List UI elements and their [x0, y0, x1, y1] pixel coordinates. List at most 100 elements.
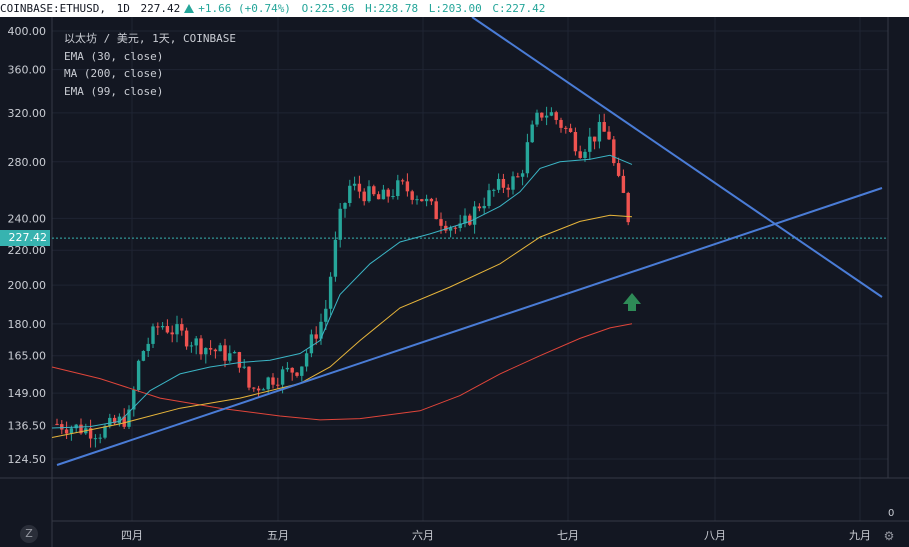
candle-body — [285, 367, 290, 370]
legend-indicator[interactable]: MA (200, close) — [64, 67, 164, 80]
candle-body — [64, 429, 69, 434]
candle-body — [175, 324, 179, 335]
candle-body — [549, 112, 554, 116]
candle-body — [511, 176, 515, 190]
candle-body — [117, 416, 122, 424]
candle-body — [290, 367, 294, 373]
candle-body — [424, 198, 429, 202]
candle-body — [160, 326, 165, 328]
candle-body — [276, 384, 280, 386]
candle-body — [314, 334, 318, 339]
support-trendline[interactable] — [56, 187, 883, 466]
candle-body — [626, 192, 630, 223]
candle-body — [122, 416, 126, 427]
ema99-line — [51, 214, 633, 438]
x-tick-label: 九月 — [849, 529, 871, 542]
candle-body — [208, 348, 213, 350]
price-chart[interactable]: 400.00 360.00 320.00 280.00 240.00 220.00 200.… — [0, 17, 909, 547]
candle-body — [583, 151, 587, 158]
candle-body — [69, 428, 74, 434]
price-change: +1.66 (+0.74%) — [198, 2, 291, 15]
candle-body — [367, 186, 371, 202]
legend-indicator[interactable]: EMA (99, close) — [64, 84, 164, 98]
candles — [55, 106, 630, 448]
candle-body — [597, 122, 602, 142]
candle-body — [482, 205, 486, 209]
candle-body — [343, 202, 347, 209]
candle-body — [280, 369, 285, 385]
candle-body — [420, 199, 424, 202]
candle-body — [396, 180, 400, 197]
x-tick-label: 八月 — [704, 529, 726, 542]
candle-body — [300, 366, 304, 376]
resistance-trendline[interactable] — [471, 17, 883, 298]
interval[interactable]: 1D — [116, 2, 130, 15]
candle-body — [60, 424, 64, 430]
candle-body — [304, 353, 309, 367]
candle-body — [74, 424, 78, 429]
ma200-line — [51, 323, 633, 421]
candle-body — [232, 352, 237, 354]
candle-body — [194, 338, 198, 346]
zoom-button[interactable]: Z — [20, 525, 38, 543]
candle-body — [348, 185, 352, 203]
candle-body — [218, 345, 222, 352]
x-tick-label: 七月 — [557, 529, 579, 542]
candle-body — [338, 208, 342, 240]
candle-body — [463, 215, 467, 224]
candle-body — [573, 131, 578, 152]
candle-body — [242, 366, 246, 368]
gear-icon[interactable]: ⚙ — [883, 529, 895, 543]
candle-body — [252, 387, 256, 389]
y-tick-label: 280.00 — [8, 156, 47, 169]
legend-indicator[interactable]: EMA (30, close) — [64, 49, 164, 63]
volume-axis-zero: 0 — [888, 508, 895, 519]
candle-body — [247, 366, 251, 388]
candle-body — [256, 388, 261, 391]
candle-body — [453, 227, 458, 229]
candle-body — [616, 163, 621, 176]
candle-body — [415, 199, 419, 201]
arrow-up-icon — [184, 4, 195, 13]
time-axis: 四月 五月 六月 七月 八月 九月 — [121, 529, 871, 542]
price-axis-bg — [0, 17, 52, 547]
candle-body — [223, 345, 227, 361]
candle-body — [362, 191, 366, 202]
candle-body — [564, 127, 568, 129]
y-tick-label: 320.00 — [8, 107, 47, 120]
candle-body — [136, 360, 141, 391]
candle-body — [376, 194, 381, 200]
candle-body — [410, 191, 414, 200]
symbol-header: COINBASE:ETHUSD, 1D 227.42 +1.66 (+0.74%)… — [0, 0, 909, 17]
candle-body — [165, 326, 170, 333]
symbol-name[interactable]: COINBASE:ETHUSD, — [0, 2, 106, 15]
ohlc-high: H:228.78 — [365, 2, 419, 15]
x-tick-label: 四月 — [121, 529, 143, 542]
candle-body — [156, 326, 160, 328]
y-tick-label: 136.50 — [8, 419, 47, 432]
candle-body — [213, 349, 218, 352]
candle-body — [525, 142, 530, 174]
candle-body — [530, 124, 534, 143]
ema30-line — [51, 154, 633, 429]
candle-body — [170, 332, 174, 335]
candle-body — [520, 173, 525, 177]
candle-body — [55, 423, 59, 425]
candle-body — [501, 178, 506, 188]
x-tick-label: 五月 — [267, 529, 289, 542]
candle-body — [309, 334, 314, 354]
last-price: 227.42 — [140, 2, 181, 15]
candle-body — [381, 189, 386, 200]
y-tick-label: 220.00 — [8, 244, 47, 257]
candle-body — [477, 206, 482, 209]
candle-body — [146, 343, 150, 352]
last-price-tag: 227.42 — [0, 230, 50, 246]
candle-body — [204, 348, 208, 355]
candle-body — [333, 239, 338, 277]
candle-body — [607, 131, 611, 140]
candle-body — [444, 225, 448, 231]
candle-body — [189, 345, 194, 347]
y-tick-label: 149.00 — [8, 387, 47, 400]
candle-body — [112, 417, 117, 424]
candle-body — [108, 417, 112, 427]
